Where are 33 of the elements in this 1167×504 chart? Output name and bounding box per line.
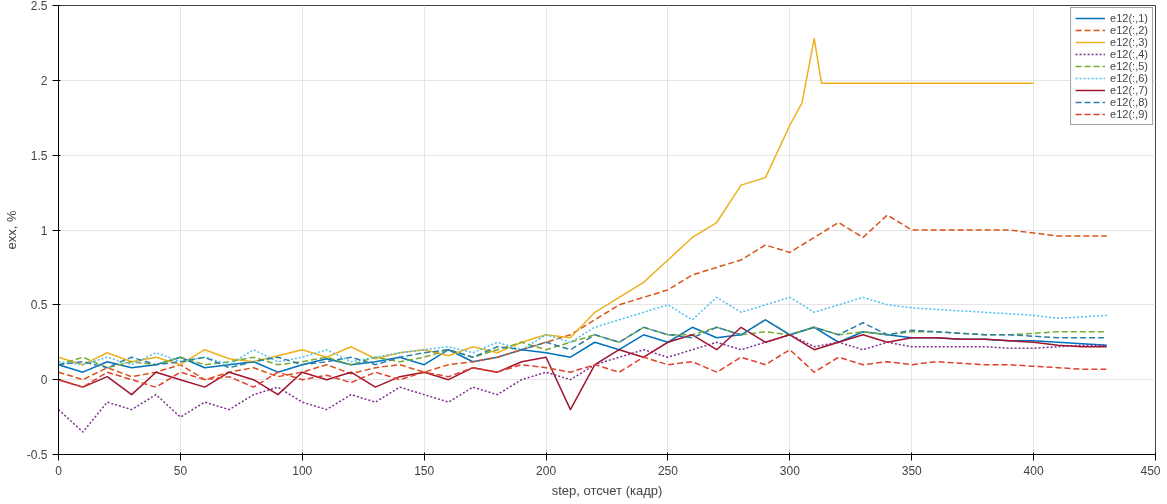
x-tick-label: 450 [1140, 463, 1161, 478]
line-series [58, 348, 1108, 388]
legend-label: e12(:,4) [1110, 48, 1148, 60]
legend-label: e12(:,9) [1110, 108, 1148, 120]
x-axis-title: step, отсчет (кадр) [551, 482, 663, 498]
x-tick-label: 350 [901, 463, 923, 478]
y-tick-label: 2 [40, 73, 48, 88]
x-tick-label: 300 [779, 463, 801, 478]
y-tick-label: 2.5 [30, 0, 48, 13]
legend-label: e12(:,3) [1110, 36, 1148, 48]
y-tick-label: 1.5 [30, 148, 48, 163]
line-series [58, 334, 1108, 433]
legend-label: e12(:,8) [1110, 96, 1148, 108]
y-tick-label: -0.5 [26, 448, 48, 462]
x-tick-label: 0 [55, 463, 63, 478]
x-tick-label: 100 [292, 463, 313, 478]
line-series [58, 214, 1108, 381]
y-tick-label: 0 [40, 373, 48, 388]
legend-label: e12(:,5) [1110, 60, 1148, 72]
line-series [58, 37, 1035, 366]
y-tick-label: 1 [40, 223, 48, 238]
x-tick-label: 50 [173, 463, 188, 478]
x-tick-label: 400 [1023, 463, 1044, 478]
line-series [58, 296, 1108, 366]
y-tick-label: 0.5 [30, 298, 48, 313]
legend-label: e12(:,2) [1110, 24, 1148, 36]
legend-label: e12(:,7) [1110, 84, 1148, 96]
x-tick-label: 150 [414, 463, 435, 478]
legend-label: e12(:,6) [1110, 72, 1148, 84]
x-tick-label: 200 [536, 463, 557, 478]
legend-label: e12(:,1) [1110, 12, 1148, 24]
y-axis-title: exx, % [3, 210, 19, 250]
x-tick-label: 250 [657, 463, 679, 478]
